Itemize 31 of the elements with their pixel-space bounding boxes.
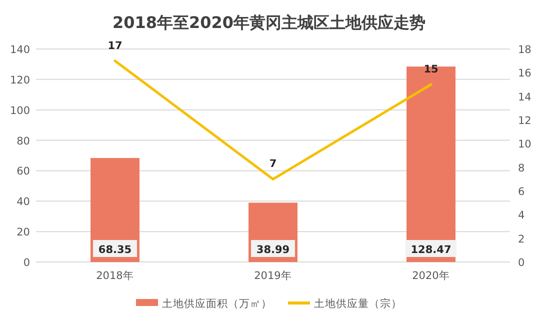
y-tick-label: 80 (16, 135, 30, 148)
y2-tick-label: 8 (518, 162, 525, 174)
y2-tick-label: 4 (518, 210, 525, 222)
y-tick-label: 40 (16, 196, 30, 208)
y2-tick-label: 18 (518, 44, 532, 56)
x-tick-label: 2019年 (254, 270, 292, 282)
data-label: 38.99 (256, 244, 290, 256)
data-label: 15 (424, 64, 438, 76)
y2-tick-label: 6 (518, 186, 525, 198)
y2-tick-label: 0 (518, 257, 525, 269)
chart-title: 2018年至2020年黄冈主城区土地供应走势 (112, 13, 426, 32)
x-tick-label: 2018年 (96, 270, 134, 282)
data-label: 68.35 (98, 244, 132, 256)
legend-label: 土地供应量（宗） (314, 297, 402, 310)
y-tick-label: 60 (16, 166, 30, 178)
y2-tick-label: 14 (518, 91, 532, 104)
data-label: 7 (269, 158, 277, 170)
y2-tick-label: 12 (518, 115, 532, 127)
y2-tick-label: 10 (518, 138, 532, 151)
y2-tick-label: 2 (518, 233, 525, 246)
data-label: 17 (108, 40, 122, 52)
data-label: 128.47 (410, 244, 452, 256)
y-tick-label: 0 (23, 257, 30, 269)
y-tick-label: 20 (16, 226, 30, 239)
y-tick-label: 100 (10, 104, 30, 117)
x-tick-label: 2020年 (412, 270, 450, 282)
y-tick-label: 120 (10, 74, 30, 86)
y-tick-label: 140 (10, 44, 30, 56)
y2-tick-label: 16 (518, 68, 532, 80)
bar (406, 66, 456, 262)
legend-label: 土地供应面积（万㎡） (162, 297, 272, 310)
